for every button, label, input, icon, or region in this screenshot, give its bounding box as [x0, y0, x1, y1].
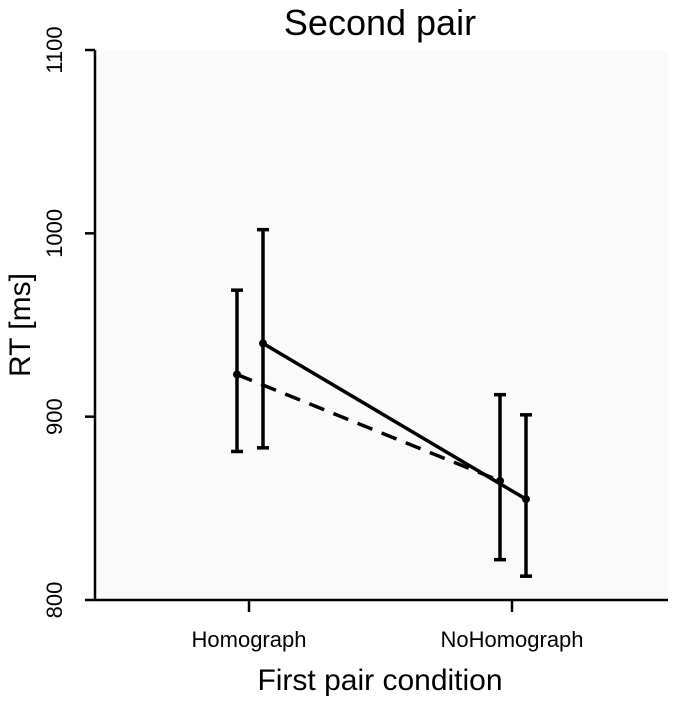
y-tick-label: 1100 — [42, 26, 67, 73]
data-point — [233, 370, 241, 379]
plot-background — [95, 50, 668, 600]
x-tick-label: Homograph — [192, 627, 307, 652]
x-axis-ticks: Homograph NoHomograph — [192, 600, 584, 652]
y-axis-label: RT [ms] — [4, 273, 37, 377]
series-line — [236, 372, 501, 483]
data-point — [522, 495, 530, 504]
y-tick-label: 900 — [42, 398, 67, 435]
data-point — [259, 339, 267, 348]
series-layer — [231, 227, 532, 578]
y-axis-ticks: 800 900 1000 1100 — [42, 26, 95, 618]
y-tick-label: 800 — [42, 582, 67, 619]
chart-title: Second pair — [284, 2, 476, 43]
y-tick-label: 1000 — [42, 209, 67, 258]
x-axis-label: First pair condition — [257, 664, 502, 697]
x-tick-label: NoHomograph — [440, 627, 583, 652]
series-line — [262, 341, 527, 501]
